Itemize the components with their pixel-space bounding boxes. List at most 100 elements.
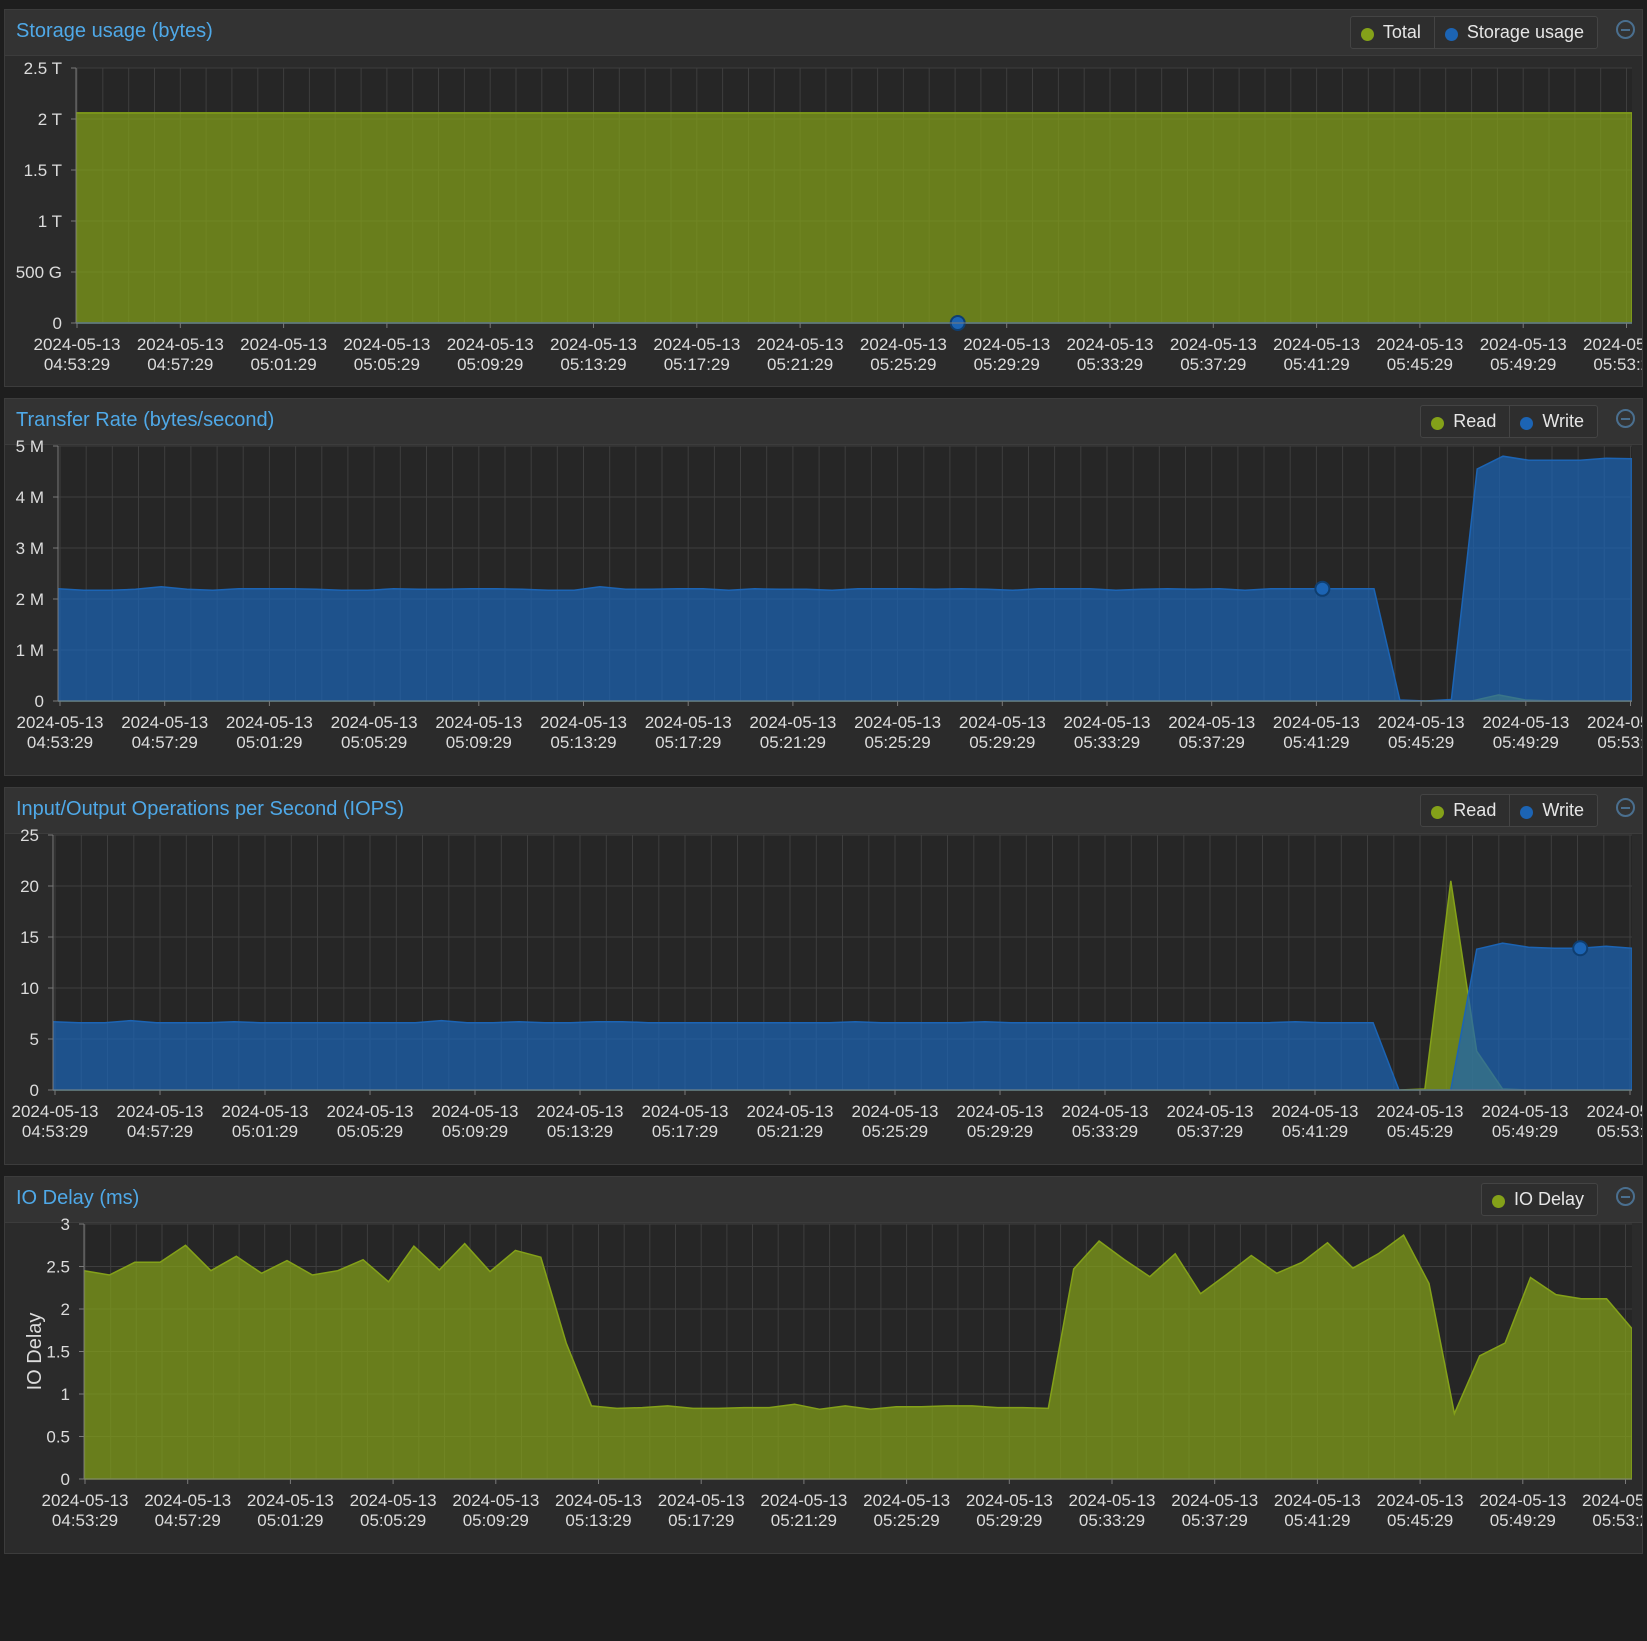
x-tick-date: 2024-05-13 — [760, 1491, 847, 1510]
x-tick-date: 2024-05-13 — [645, 713, 732, 732]
y-tick-label: 2 — [61, 1300, 70, 1319]
y-tick-label: 3 — [61, 1215, 70, 1234]
panel-title: Transfer Rate (bytes/second) — [16, 409, 275, 431]
y-tick-label: 2.5 T — [24, 59, 62, 78]
x-tick-time: 05:49:29 — [1493, 733, 1559, 752]
collapse-icon[interactable] — [1616, 798, 1635, 817]
x-tick-date: 2024-05-13 — [1587, 713, 1643, 732]
panel-title: Input/Output Operations per Second (IOPS… — [16, 798, 404, 820]
x-tick-time: 05:41:29 — [1283, 733, 1349, 752]
chart-transfer: 01 M2 M3 M4 M5 M2024-05-1304:53:292024-0… — [16, 437, 1643, 752]
x-tick-date: 2024-05-13 — [1168, 713, 1255, 732]
x-tick-date: 2024-05-13 — [42, 1491, 129, 1510]
y-tick-label: 0 — [61, 1470, 70, 1489]
y-tick-label: 0 — [30, 1081, 39, 1100]
legend-label: Storage usage — [1466, 22, 1584, 42]
x-tick-date: 2024-05-13 — [757, 335, 844, 354]
legend-item-read[interactable]: Read — [1421, 406, 1511, 437]
x-tick-time: 04:53:29 — [22, 1122, 88, 1141]
panel-header: Storage usage (bytes) Total Storage usage — [5, 10, 1642, 56]
legend: Read Write — [1420, 794, 1598, 827]
x-tick-time: 05:01:29 — [236, 733, 302, 752]
y-tick-label: 1.5 T — [24, 161, 62, 180]
y-tick-label: 1 M — [16, 641, 44, 660]
x-tick-date: 2024-05-13 — [1067, 335, 1154, 354]
x-tick-date: 2024-05-13 — [642, 1102, 729, 1121]
panel-iops: Input/Output Operations per Second (IOPS… — [4, 787, 1643, 1165]
x-tick-time: 05:21:29 — [760, 733, 826, 752]
legend-dot-icon — [1431, 416, 1445, 430]
legend-label: IO Delay — [1513, 1189, 1584, 1209]
y-tick-label: 4 M — [16, 488, 44, 507]
x-tick-time: 05:21:29 — [757, 1122, 823, 1141]
x-tick-date: 2024-05-13 — [1171, 1491, 1258, 1510]
panel-header: Input/Output Operations per Second (IOPS… — [5, 788, 1642, 834]
collapse-icon[interactable] — [1616, 20, 1635, 39]
x-tick-time: 05:33:29 — [1079, 1511, 1145, 1530]
x-tick-time: 05:13:29 — [547, 1122, 613, 1141]
panel-iodelay: IO Delay (ms) IO Delay 0 0.5 1 1.5 2 2.5 3 2024-0… — [4, 1176, 1643, 1554]
x-tick-date: 2024-05-13 — [1062, 1102, 1149, 1121]
legend-item-io-delay[interactable]: IO Delay — [1482, 1184, 1597, 1215]
x-tick-date: 2024-05-13 — [1274, 1491, 1361, 1510]
x-tick-date: 2024-05-13 — [240, 335, 327, 354]
x-tick-time: 05:25:29 — [865, 733, 931, 752]
series-area-io-delay — [84, 1233, 1632, 1480]
collapse-icon[interactable] — [1616, 409, 1635, 428]
x-tick-time: 04:57:29 — [147, 355, 213, 374]
x-tick-time: 04:57:29 — [127, 1122, 193, 1141]
y-tick-label: 500 G — [16, 263, 62, 282]
x-tick-time: 05:01:29 — [251, 355, 317, 374]
collapse-icon[interactable] — [1616, 1187, 1635, 1206]
legend-item-total[interactable]: Total — [1351, 17, 1435, 48]
x-tick-date: 2024-05-13 — [653, 335, 740, 354]
x-tick-time: 05:37:29 — [1182, 1511, 1248, 1530]
y-tick-label: 1 — [61, 1385, 70, 1404]
legend-label: Write — [1542, 800, 1584, 820]
x-tick-time: 05:29:29 — [969, 733, 1035, 752]
x-tick-time: 04:53:29 — [27, 733, 93, 752]
legend-dot-icon — [1520, 416, 1534, 430]
y-tick-label: 2.5 — [46, 1258, 70, 1277]
x-tick-date: 2024-05-13 — [963, 335, 1050, 354]
x-tick-time: 04:57:29 — [132, 733, 198, 752]
panel-storage: Storage usage (bytes) Total Storage usage 0… — [4, 9, 1643, 387]
panel-title: Storage usage (bytes) — [16, 20, 213, 42]
x-tick-date: 2024-05-13 — [540, 713, 627, 732]
series-area-total — [76, 112, 1632, 324]
x-tick-time: 05:21:29 — [767, 355, 833, 374]
x-tick-time: 05:05:29 — [341, 733, 407, 752]
x-tick-date: 2024-05-13 — [343, 335, 430, 354]
legend-item-write[interactable]: Write — [1510, 406, 1597, 437]
x-tick-date: 2024-05-13 — [957, 1102, 1044, 1121]
x-tick-date: 2024-05-13 — [144, 1491, 231, 1510]
y-tick-label: 2 T — [38, 110, 62, 129]
x-tick-date: 2024-05-13 — [537, 1102, 624, 1121]
x-tick-time: 05:09:29 — [463, 1511, 529, 1530]
x-tick-time: 05:53:29 — [1597, 733, 1643, 752]
legend-item-read[interactable]: Read — [1421, 795, 1511, 826]
x-tick-date: 2024-05-13 — [1273, 713, 1360, 732]
x-tick-time: 05:45:29 — [1387, 355, 1453, 374]
y-tick-label: 5 — [30, 1030, 39, 1049]
chart-iops: 05101520252024-05-1304:53:292024-05-1304… — [12, 826, 1642, 1141]
x-tick-date: 2024-05-13 — [749, 713, 836, 732]
legend-item-storage-usage[interactable]: Storage usage — [1435, 17, 1597, 48]
legend-label: Read — [1453, 411, 1497, 431]
x-tick-date: 2024-05-13 — [121, 713, 208, 732]
legend-dot-icon — [1491, 1194, 1505, 1208]
x-tick-date: 2024-05-13 — [1170, 335, 1257, 354]
x-tick-time: 04:53:29 — [44, 355, 110, 374]
legend-item-write[interactable]: Write — [1510, 795, 1597, 826]
x-tick-date: 2024-05-13 — [1167, 1102, 1254, 1121]
x-tick-date: 2024-05-13 — [247, 1491, 334, 1510]
panel-transfer: Transfer Rate (bytes/second) Read Write 0 1 … — [4, 398, 1643, 776]
legend-dot-icon — [1431, 805, 1445, 819]
x-tick-time: 05:37:29 — [1179, 733, 1245, 752]
y-tick-label: 10 — [20, 979, 39, 998]
y-tick-label: 2 M — [16, 590, 44, 609]
x-tick-time: 05:33:29 — [1077, 355, 1143, 374]
x-tick-time: 05:49:29 — [1490, 355, 1556, 374]
x-tick-date: 2024-05-13 — [555, 1491, 642, 1510]
